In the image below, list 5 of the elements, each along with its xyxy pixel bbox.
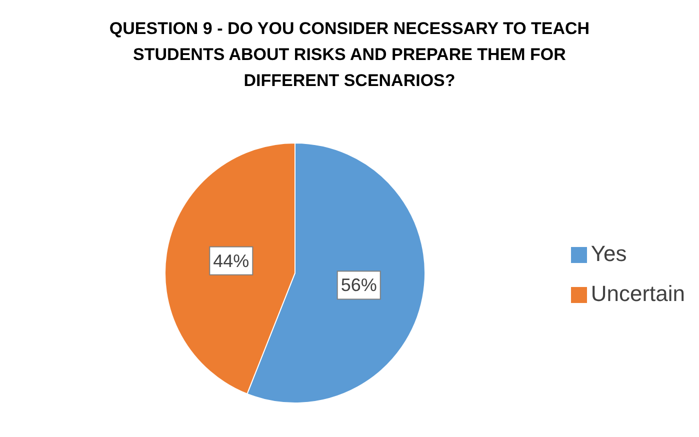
legend-label: Uncertain: [590, 280, 685, 306]
legend-label: Yes: [590, 240, 627, 266]
data-label: 44%: [213, 250, 250, 271]
chart-title: QUESTION 9 - DO YOU CONSIDER NECESSARY TO TEACH STUDENTS ABOUT RISKS AND PREPARE THEM FOR DIFFERENT SCENARIOS?: [108, 18, 591, 92]
data-label: 56%: [340, 275, 377, 296]
